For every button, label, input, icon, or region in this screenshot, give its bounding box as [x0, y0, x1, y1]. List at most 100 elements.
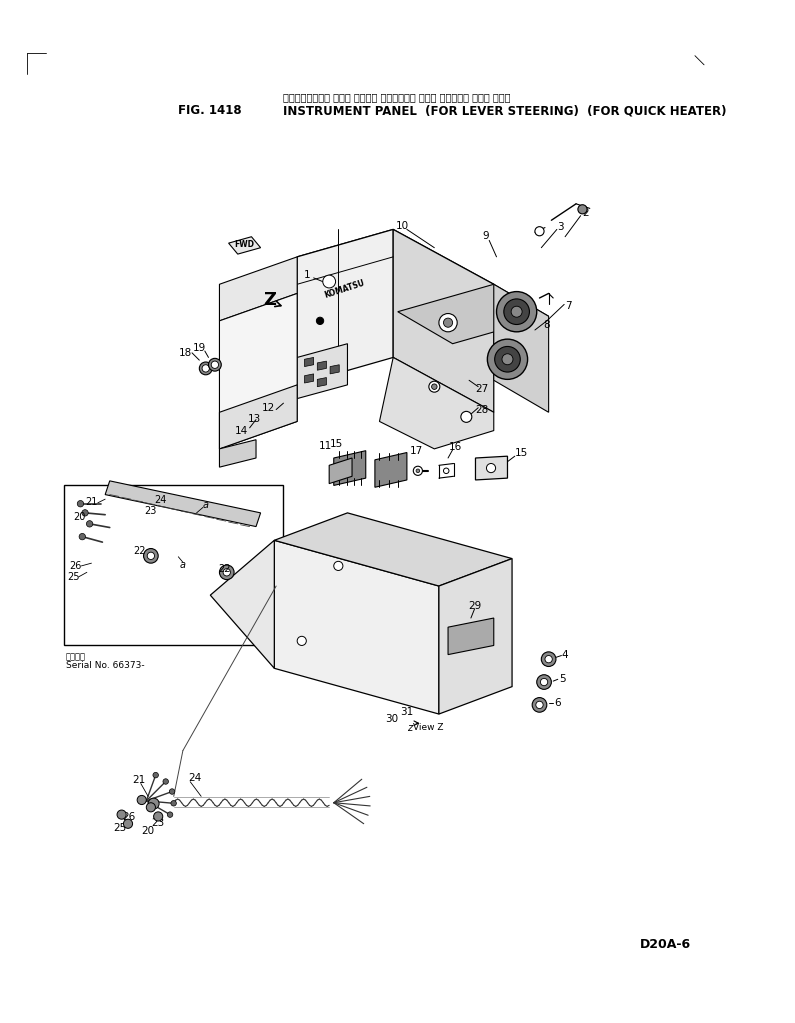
Circle shape [461, 411, 471, 422]
Text: 22: 22 [134, 546, 146, 557]
Polygon shape [398, 284, 549, 344]
Text: 20: 20 [73, 513, 86, 523]
Text: a: a [180, 560, 186, 570]
Polygon shape [330, 365, 339, 373]
Circle shape [171, 801, 176, 806]
Circle shape [578, 205, 587, 214]
Text: a: a [203, 499, 209, 509]
Circle shape [167, 812, 173, 817]
Polygon shape [297, 229, 494, 312]
Polygon shape [304, 373, 314, 383]
Circle shape [444, 469, 449, 474]
Text: 17: 17 [409, 446, 423, 455]
Text: 20: 20 [142, 827, 155, 836]
Polygon shape [219, 385, 297, 449]
Text: 3: 3 [557, 222, 564, 231]
Circle shape [432, 384, 437, 390]
Circle shape [504, 299, 529, 324]
Text: 23: 23 [145, 506, 157, 516]
Text: 14: 14 [235, 426, 248, 436]
Text: 18: 18 [179, 348, 192, 358]
Circle shape [316, 317, 324, 324]
Polygon shape [494, 284, 549, 412]
Circle shape [147, 552, 154, 560]
Text: 7: 7 [565, 301, 572, 311]
Text: 6: 6 [554, 698, 561, 708]
Polygon shape [297, 344, 347, 399]
Text: 4: 4 [562, 650, 568, 660]
Circle shape [487, 463, 495, 473]
Polygon shape [375, 452, 407, 487]
Text: 15: 15 [330, 439, 343, 449]
Circle shape [202, 365, 209, 372]
Text: インストルメント パネル （レバー ステアリング ヨウ） （クイック ヒータ ヨウ）: インストルメント パネル （レバー ステアリング ヨウ） （クイック ヒータ ヨ… [284, 92, 511, 102]
Text: 10: 10 [396, 221, 409, 231]
Circle shape [87, 521, 93, 527]
Circle shape [148, 798, 159, 809]
Circle shape [223, 569, 231, 576]
Text: FIG. 1418: FIG. 1418 [178, 104, 242, 117]
Circle shape [444, 318, 452, 327]
Text: 24: 24 [153, 495, 166, 505]
Text: 24: 24 [188, 773, 201, 783]
Polygon shape [219, 294, 297, 449]
Polygon shape [334, 451, 366, 486]
Text: Serial No. 66373-: Serial No. 66373- [66, 661, 145, 670]
Bar [64, 486, 284, 646]
Text: 30: 30 [385, 714, 398, 723]
Text: 8: 8 [544, 319, 550, 329]
Text: 22: 22 [218, 564, 231, 574]
Circle shape [511, 306, 522, 317]
Text: Z: Z [263, 291, 276, 309]
Polygon shape [229, 236, 261, 254]
Circle shape [439, 313, 457, 331]
Text: 5: 5 [559, 674, 566, 684]
Text: 21: 21 [85, 497, 98, 507]
Circle shape [153, 812, 163, 821]
Circle shape [487, 340, 528, 380]
Polygon shape [379, 357, 494, 449]
Circle shape [123, 819, 133, 829]
Text: INSTRUMENT PANEL  (FOR LEVER STEERING)  (FOR QUICK HEATER): INSTRUMENT PANEL (FOR LEVER STEERING) (F… [284, 104, 727, 117]
Polygon shape [394, 229, 494, 412]
Text: 2: 2 [582, 208, 588, 218]
Text: 13: 13 [247, 413, 261, 424]
Polygon shape [211, 540, 274, 668]
Circle shape [502, 354, 513, 365]
Circle shape [138, 796, 146, 804]
Polygon shape [317, 361, 327, 370]
Text: 11: 11 [319, 441, 332, 451]
Circle shape [82, 509, 88, 516]
Text: FWD: FWD [235, 240, 254, 250]
Text: 31: 31 [400, 707, 413, 717]
Text: 12: 12 [262, 403, 275, 412]
Circle shape [334, 562, 343, 571]
Polygon shape [475, 456, 507, 480]
Text: 25: 25 [67, 572, 80, 582]
Circle shape [219, 565, 234, 580]
Circle shape [494, 347, 520, 372]
Polygon shape [448, 618, 494, 655]
Circle shape [497, 292, 537, 331]
Circle shape [532, 698, 547, 712]
Text: View Z: View Z [413, 723, 443, 732]
Polygon shape [105, 481, 261, 527]
Circle shape [169, 789, 175, 794]
Text: 適用号等: 適用号等 [66, 652, 86, 661]
Text: 23: 23 [152, 817, 165, 828]
Circle shape [536, 701, 543, 709]
Circle shape [429, 382, 440, 392]
Circle shape [535, 227, 544, 236]
Circle shape [413, 466, 422, 476]
Text: 26: 26 [69, 561, 81, 571]
Circle shape [200, 362, 212, 374]
Text: 26: 26 [122, 812, 136, 822]
Polygon shape [219, 440, 256, 468]
Circle shape [545, 656, 553, 663]
Text: KOMATSU: KOMATSU [324, 278, 366, 300]
Text: 21: 21 [132, 774, 145, 785]
Circle shape [541, 652, 556, 667]
Circle shape [416, 469, 420, 473]
Text: 16: 16 [448, 442, 462, 452]
Circle shape [297, 636, 306, 646]
